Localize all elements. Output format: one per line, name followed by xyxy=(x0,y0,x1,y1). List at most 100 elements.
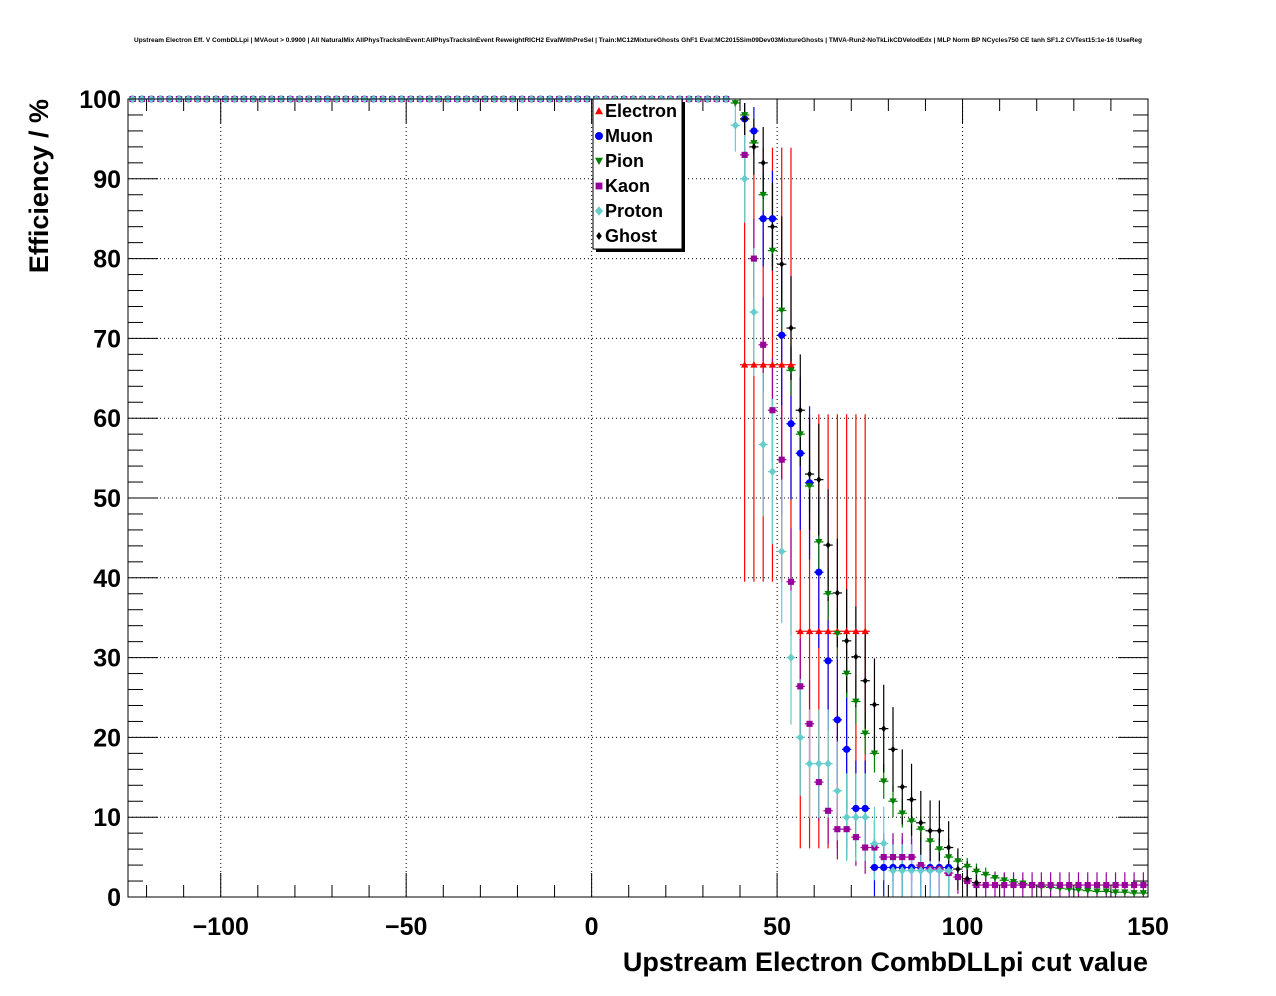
data-point xyxy=(1140,881,1147,889)
data-point xyxy=(778,331,786,339)
data-point xyxy=(805,483,814,490)
data-point xyxy=(760,159,766,167)
data-point xyxy=(750,127,758,135)
data-point xyxy=(1047,881,1054,889)
data-point xyxy=(768,247,777,255)
data-point xyxy=(741,151,748,158)
data-point xyxy=(595,157,603,165)
data-point xyxy=(1139,890,1147,897)
data-point xyxy=(1084,881,1091,889)
data-point xyxy=(870,863,879,872)
y-tick-label: 40 xyxy=(93,565,121,593)
data-point xyxy=(945,854,953,861)
data-point xyxy=(833,716,841,724)
x-tick-label: −50 xyxy=(385,913,427,941)
data-point xyxy=(778,456,785,463)
data-point xyxy=(1130,890,1138,897)
data-point xyxy=(880,778,888,785)
legend-label: Pion xyxy=(605,151,644,171)
data-point xyxy=(834,826,841,833)
y-tick-label: 0 xyxy=(107,884,121,912)
data-point xyxy=(954,858,962,865)
data-point xyxy=(963,863,971,871)
data-point xyxy=(1029,881,1036,889)
data-point xyxy=(991,874,999,882)
data-point xyxy=(750,140,758,147)
data-point xyxy=(870,839,879,848)
data-point xyxy=(741,174,749,184)
data-point xyxy=(778,547,786,556)
data-point xyxy=(760,341,767,348)
data-point xyxy=(843,627,851,635)
y-tick-label: 70 xyxy=(93,325,121,353)
data-point xyxy=(852,627,860,635)
x-tick-label: 150 xyxy=(1127,913,1169,941)
data-point xyxy=(1102,888,1110,896)
y-axis-title: Efficiency / % xyxy=(24,99,54,273)
data-point xyxy=(741,361,749,368)
data-point xyxy=(806,720,813,727)
data-point xyxy=(861,627,869,635)
data-point xyxy=(824,759,832,769)
data-point xyxy=(852,804,860,813)
y-tick-label: 30 xyxy=(93,645,121,673)
data-point xyxy=(731,100,739,107)
data-point xyxy=(815,539,823,546)
data-point xyxy=(731,121,739,130)
data-point xyxy=(1084,887,1092,895)
data-point xyxy=(833,630,841,638)
data-point xyxy=(750,307,758,317)
data-point xyxy=(861,804,869,813)
data-point xyxy=(769,407,776,414)
data-point xyxy=(991,881,999,889)
data-point xyxy=(778,307,786,315)
data-point xyxy=(909,796,915,804)
data-point xyxy=(596,232,602,240)
data-point xyxy=(972,868,981,876)
data-point xyxy=(852,812,860,822)
data-point xyxy=(595,107,603,115)
data-point xyxy=(946,843,952,852)
data-point xyxy=(1131,881,1138,889)
data-point xyxy=(595,206,603,216)
data-point xyxy=(843,670,851,678)
data-point xyxy=(1112,881,1119,889)
data-point xyxy=(907,866,916,875)
data-point xyxy=(750,255,757,262)
x-tick-label: −100 xyxy=(193,913,249,941)
data-point xyxy=(796,449,804,457)
data-point xyxy=(936,827,942,835)
y-tick-label: 20 xyxy=(93,724,121,752)
data-point xyxy=(1121,889,1129,896)
x-axis-title: Upstream Electron CombDLLpi cut value xyxy=(623,947,1148,977)
data-point xyxy=(955,865,961,873)
data-point xyxy=(768,467,777,476)
data-point xyxy=(787,653,795,662)
data-point xyxy=(807,470,813,478)
data-point xyxy=(898,810,906,817)
data-point xyxy=(759,440,767,449)
legend-label: Kaon xyxy=(605,176,650,196)
chart-title: Upstream Electron Eff. V CombDLLpi | MVA… xyxy=(134,37,1142,44)
data-point xyxy=(1111,889,1120,896)
data-point xyxy=(935,846,943,853)
data-point xyxy=(935,866,943,875)
data-point xyxy=(954,873,961,881)
data-point xyxy=(889,866,897,875)
data-point xyxy=(853,653,859,661)
data-point xyxy=(898,866,906,875)
data-point xyxy=(824,657,832,665)
data-point xyxy=(982,871,990,879)
data-point xyxy=(870,750,879,757)
data-point xyxy=(815,759,823,769)
data-point xyxy=(899,783,905,791)
data-point xyxy=(917,826,925,833)
data-point xyxy=(797,683,804,690)
data-point xyxy=(927,827,933,835)
data-point xyxy=(815,568,823,576)
data-point xyxy=(805,759,814,769)
data-point xyxy=(834,589,840,597)
data-point xyxy=(595,132,603,140)
data-point xyxy=(880,854,887,861)
